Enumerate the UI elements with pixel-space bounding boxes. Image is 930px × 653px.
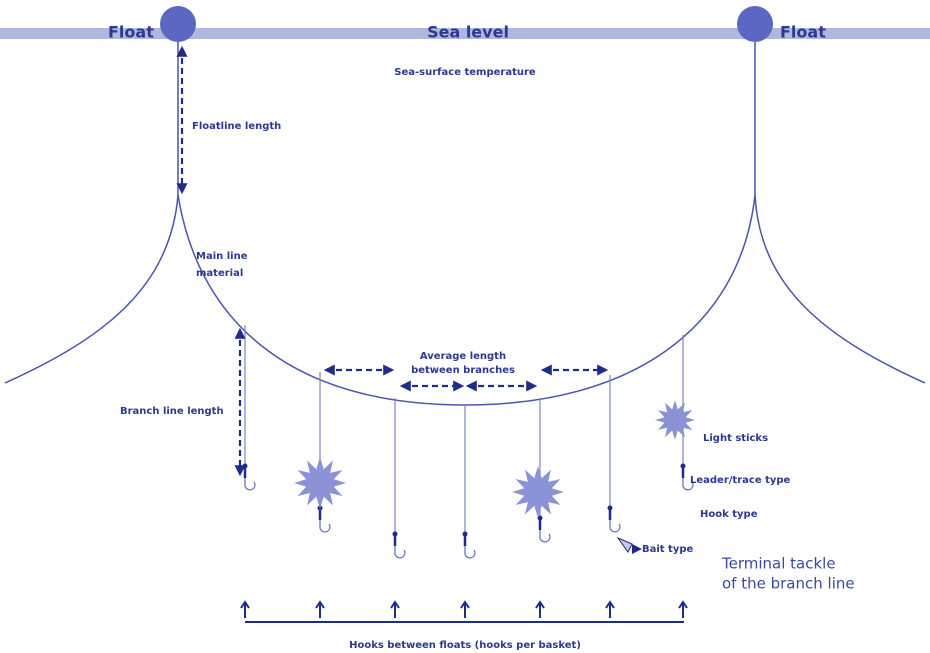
label: material xyxy=(196,268,243,279)
label: Main line xyxy=(196,251,248,262)
label: Sea level xyxy=(427,23,509,42)
swivel xyxy=(607,505,613,511)
basket-arrow xyxy=(315,600,325,618)
label: Branch line length xyxy=(120,406,224,417)
branch-lines xyxy=(240,325,695,618)
label: Hooks between floats (hooks per basket) xyxy=(349,640,581,651)
bait xyxy=(616,536,633,553)
basket-arrow xyxy=(240,600,250,618)
hook xyxy=(609,520,621,533)
basket-arrow xyxy=(605,600,615,618)
hook xyxy=(682,478,694,491)
hook xyxy=(319,520,331,533)
light-stick xyxy=(512,466,564,518)
hook xyxy=(464,546,476,559)
hook xyxy=(394,546,406,559)
label: Light sticks xyxy=(703,433,768,444)
light-stick xyxy=(294,457,346,509)
label: between branches xyxy=(411,365,515,376)
basket-arrow xyxy=(678,600,688,618)
label: Float xyxy=(780,23,826,42)
swivel xyxy=(392,531,398,537)
light-stick xyxy=(655,400,695,440)
label: Leader/trace type xyxy=(690,475,791,486)
label: Sea-surface temperature xyxy=(394,67,536,78)
basket-arrow xyxy=(390,600,400,618)
right-main-line xyxy=(754,194,926,384)
swivel xyxy=(537,515,543,521)
left-main-line xyxy=(4,40,179,384)
basket-arrow xyxy=(460,600,470,618)
sea-level-band xyxy=(0,28,930,39)
swivel xyxy=(680,463,686,469)
hook xyxy=(539,530,551,543)
label: Average length xyxy=(420,351,506,362)
float xyxy=(160,6,196,42)
label: Float xyxy=(108,23,154,42)
float xyxy=(737,6,773,42)
swivel xyxy=(462,531,468,537)
label: Floatline length xyxy=(192,121,281,132)
main-line xyxy=(177,40,756,406)
label: Hook type xyxy=(700,509,758,520)
label: Bait type xyxy=(642,544,694,555)
swivel xyxy=(242,463,248,469)
label: Terminal tackle xyxy=(721,555,836,573)
hook xyxy=(244,478,256,491)
basket-arrow xyxy=(535,600,545,618)
label: of the branch line xyxy=(722,575,855,593)
